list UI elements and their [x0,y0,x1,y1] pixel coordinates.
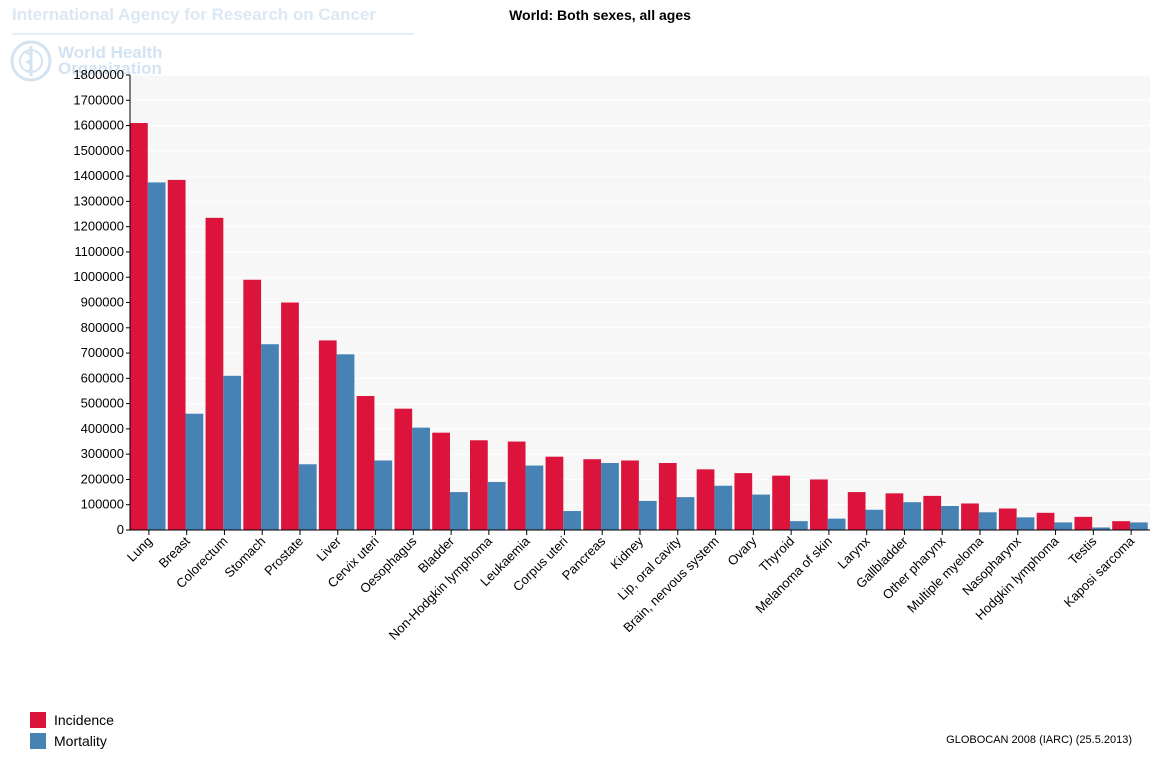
bar-incidence-larynx [847,492,866,530]
legend-label-mortality: Mortality [54,732,107,749]
bar-incidence-lung [130,123,148,531]
bar-mortality-lung [147,182,166,531]
bar-mortality-oesophagus [412,427,430,530]
bar-incidence-nasopharynx [998,508,1017,530]
x-tick-label: Testis [1065,533,1099,567]
bar-mortality-stomach [261,344,279,530]
y-tick-label: 1000000 [73,269,124,284]
bar-mortality-non-hodgkin-lymphoma [487,481,506,530]
y-tick-label: 900000 [81,295,124,310]
x-tick-label: Liver [313,533,344,564]
bar-incidence-breast [167,179,186,530]
bar-incidence-ovary [734,473,753,530]
bar-incidence-cervix-uteri [356,396,375,530]
bar-mortality-nasopharynx [1016,517,1035,530]
bar-mortality-corpus-uteri [563,511,582,530]
bar-mortality-testis [1092,527,1110,530]
bar-mortality-lip-oral-cavity [676,497,695,530]
y-tick-label: 1800000 [73,67,124,82]
x-tick-label: Stomach [221,534,268,581]
bar-mortality-prostate [298,464,317,530]
bar-incidence-non-hodgkin-lymphoma [470,440,488,530]
bar-incidence-corpus-uteri [545,456,564,530]
chart-title: World: Both sexes, all ages [509,7,691,23]
bar-mortality-liver [336,354,355,530]
y-tick-label: 200000 [81,471,124,486]
who-watermark-line2: Organization [58,59,162,78]
y-tick-label: 300000 [81,446,124,461]
bar-incidence-gallbladder [885,493,904,530]
bar-incidence-prostate [281,302,299,530]
bar-mortality-cervix-uteri [374,460,393,530]
watermark-divider [12,33,414,35]
y-tick-label: 1700000 [73,92,124,107]
legend-label-incidence: Incidence [54,711,114,728]
x-tick-label: Lung [124,534,155,565]
source-credit: GLOBOCAN 2008 (IARC) (25.5.2013) [946,734,1132,746]
bar-mortality-gallbladder [903,502,922,530]
x-tick-label: Kaposi sarcoma [1061,533,1138,610]
agency-watermark: International Agency for Research on Can… [12,5,377,24]
bar-incidence-lip-oral-cavity [658,463,677,530]
bar-chart: 0 100000 200000 300000 400000 500000 600000 700… [73,67,1150,643]
bar-incidence-colorectum [205,217,224,530]
y-tick-label: 1600000 [73,118,124,133]
legend-item-incidence: Incidence [30,709,114,730]
mortality-swatch [30,732,46,749]
y-tick-label: 1400000 [73,168,124,183]
x-tick-label: Prostate [261,534,306,579]
bar-mortality-melanoma-of-skin [827,518,846,530]
y-tick-label: 1300000 [73,193,124,208]
y-tick-label: 100000 [81,497,124,512]
bar-incidence-oesophagus [394,408,413,530]
bar-incidence-brain-nervous-system [696,469,715,530]
bar-mortality-colorectum [223,375,242,530]
y-tick-label: 1100000 [74,244,124,259]
bar-incidence-pancreas [583,459,602,530]
incidence-swatch [30,711,46,728]
who-watermark-line1: World Health [58,43,163,62]
bar-mortality-kidney [638,500,657,530]
y-tick-label: 600000 [81,370,124,385]
y-tick-label: 500000 [81,396,124,411]
bar-mortality-kaposi-sarcoma [1129,522,1148,530]
y-tick-label: 1500000 [73,143,124,158]
bar-incidence-leukaemia [507,441,526,530]
who-emblem-icon [10,40,52,82]
legend-item-mortality: Mortality [30,730,114,751]
x-tick-label: Ovary [724,533,759,568]
who-watermark: World Health Organization [58,43,163,78]
bar-mortality-bladder [449,492,468,530]
bar-mortality-pancreas [601,463,619,530]
y-tick-label: 0 [117,522,124,537]
bar-mortality-multiple-myeloma [978,512,997,530]
bar-mortality-brain-nervous-system [714,485,733,530]
bar-incidence-liver [318,340,337,530]
bar-incidence-bladder [432,432,450,530]
bar-incidence-kidney [621,460,639,530]
y-tick-label: 400000 [81,421,124,436]
bar-incidence-other-pharynx [923,495,942,530]
bar-mortality-hodgkin-lymphoma [1054,522,1073,530]
bar-incidence-stomach [243,279,262,530]
bar-mortality-breast [185,413,204,530]
bar-incidence-multiple-myeloma [961,503,979,530]
bar-incidence-melanoma-of-skin [810,479,828,530]
bar-mortality-larynx [865,509,884,530]
bar-incidence-kaposi-sarcoma [1112,521,1130,530]
bar-incidence-testis [1074,516,1093,530]
bar-mortality-thyroid [789,521,808,530]
legend: Incidence Mortality [30,709,114,751]
bar-mortality-leukaemia [525,465,544,530]
bar-mortality-other-pharynx [941,505,959,530]
y-tick-label: 1200000 [73,219,124,234]
y-tick-label: 800000 [81,320,124,335]
bar-incidence-thyroid [772,475,790,530]
bar-incidence-hodgkin-lymphoma [1036,512,1055,530]
bar-mortality-ovary [752,494,770,530]
y-tick-label: 700000 [81,345,124,360]
